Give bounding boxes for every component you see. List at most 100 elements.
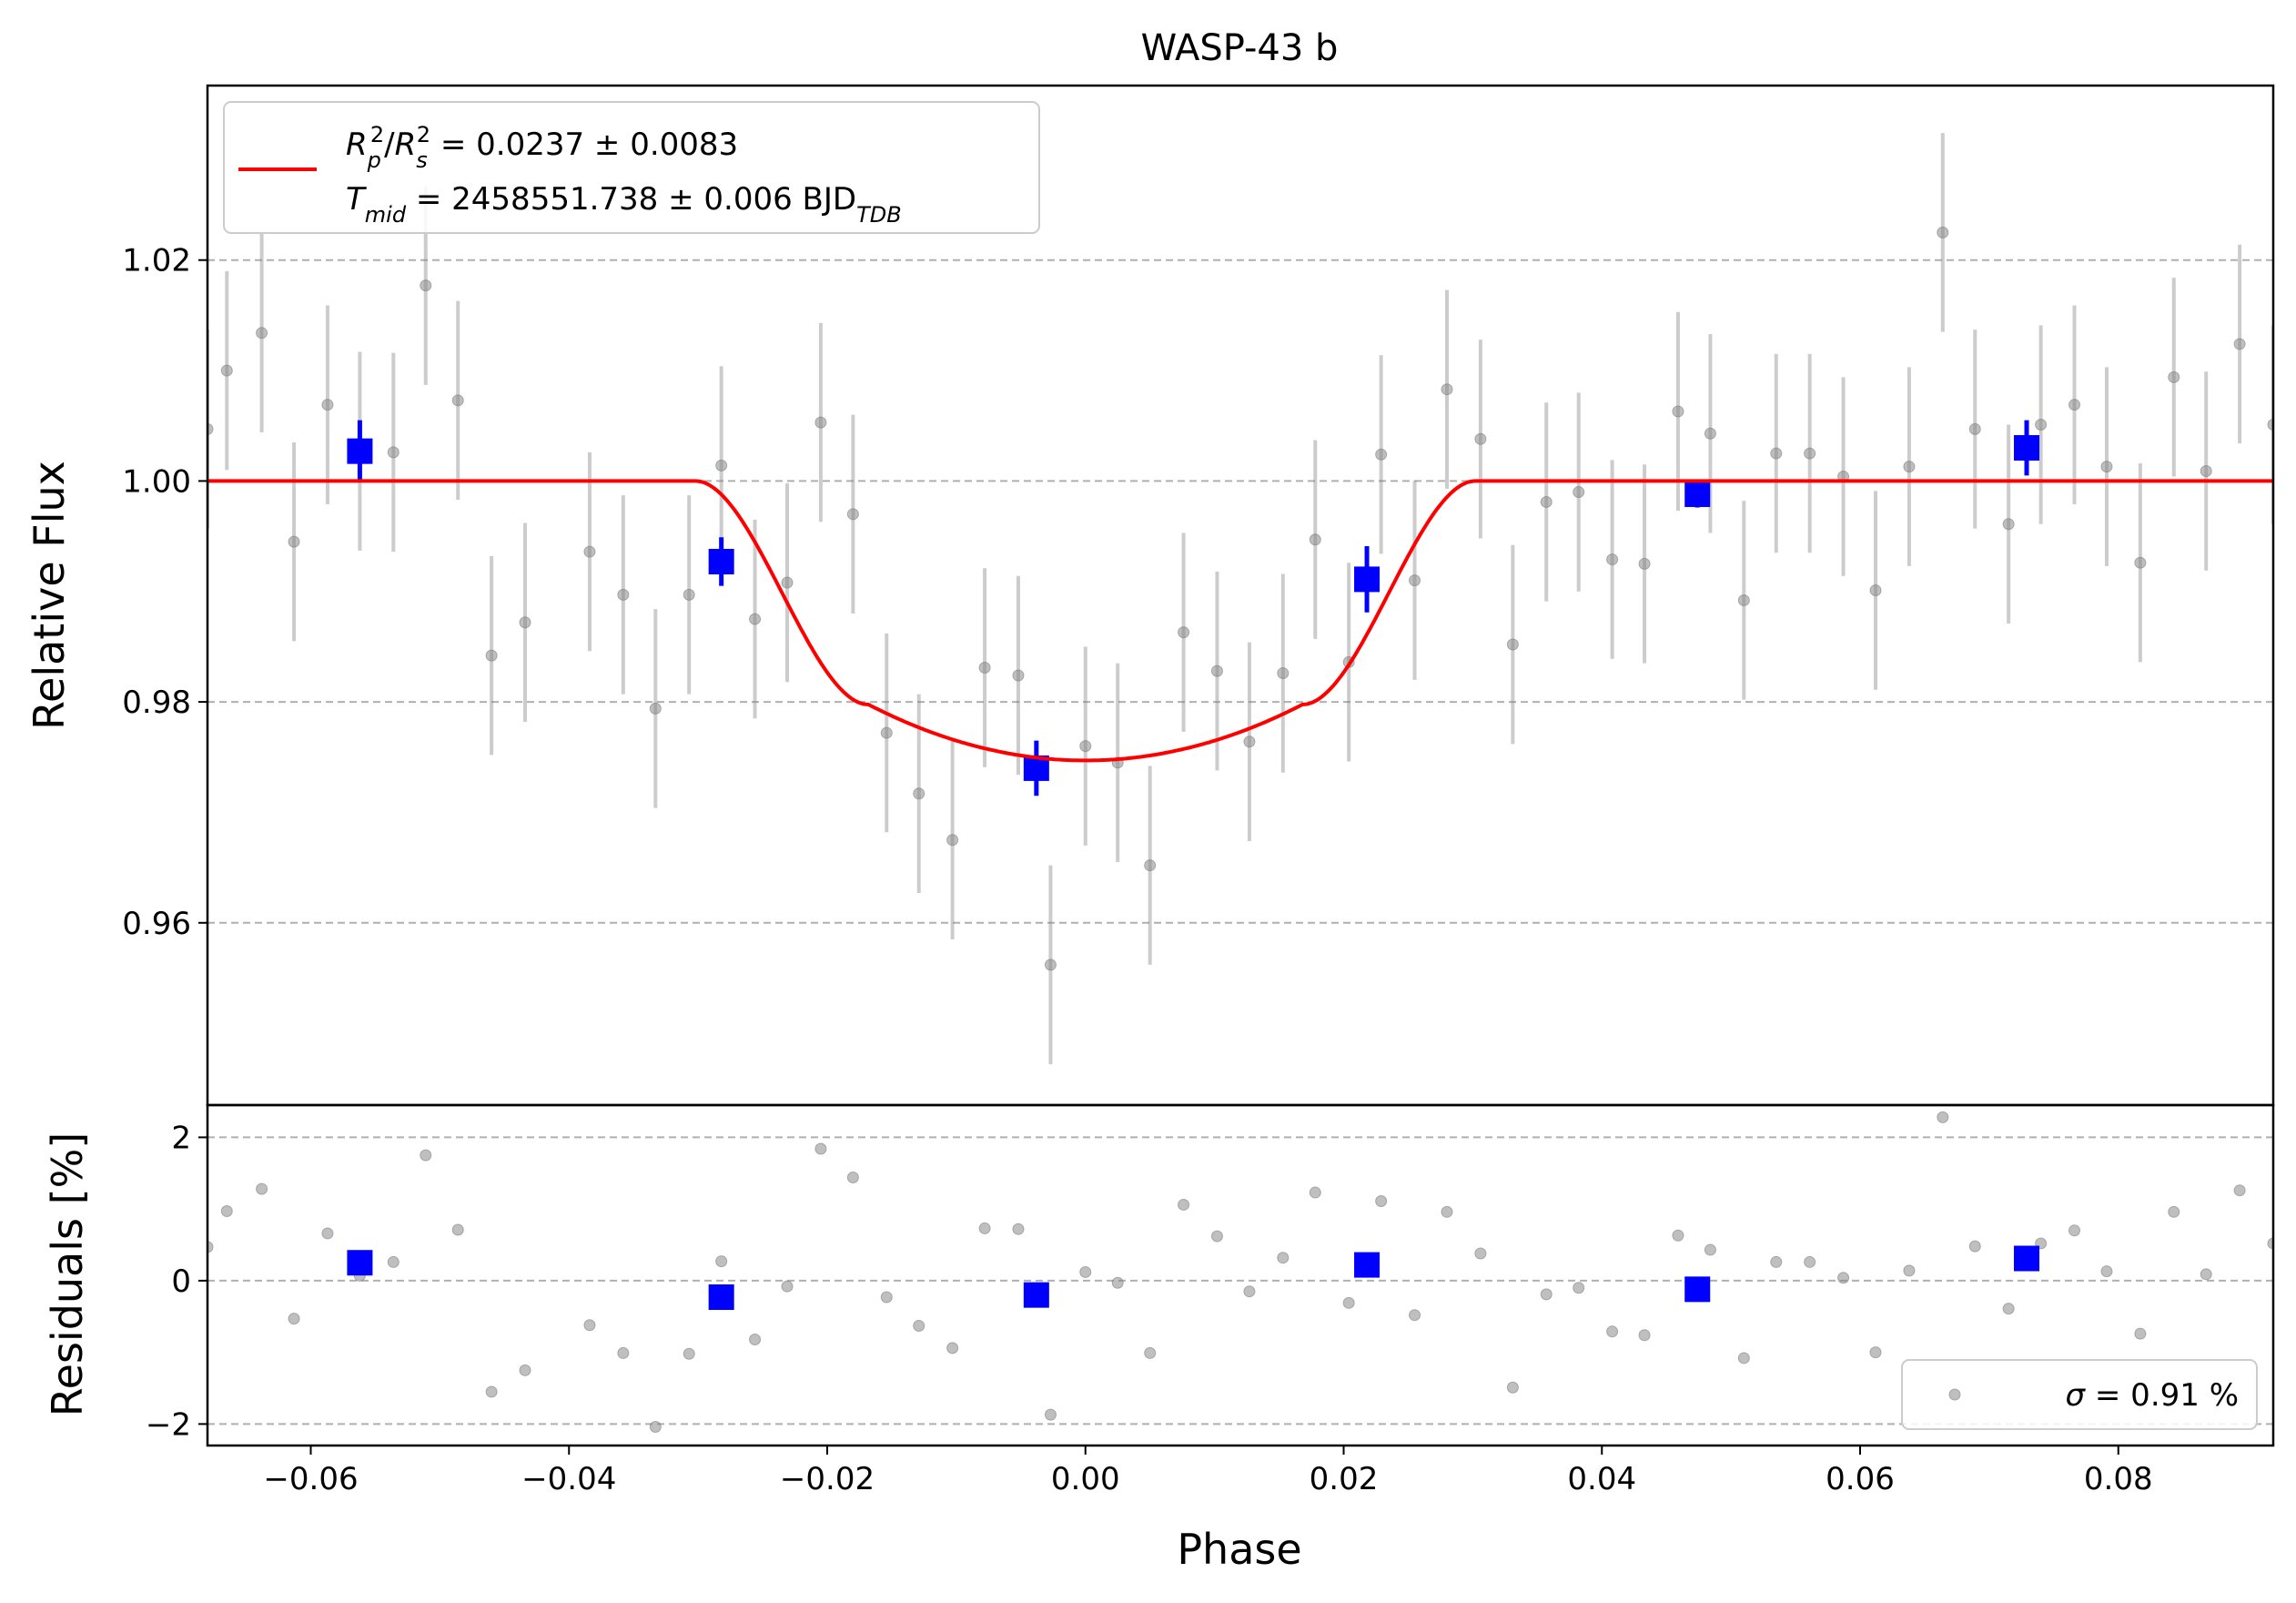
binned-residual-point	[1354, 1252, 1381, 1278]
data-point	[846, 508, 859, 521]
top-y-tick-label: 0.96	[122, 906, 191, 942]
data-point	[2068, 399, 2081, 411]
data-point	[1012, 669, 1025, 682]
residual-point	[2168, 1205, 2180, 1218]
residual-point	[1111, 1276, 1124, 1289]
residual-point	[1441, 1205, 1453, 1218]
residual-point	[1079, 1265, 1092, 1278]
residual-point	[913, 1320, 925, 1333]
bottom-legend-box	[1901, 1359, 2258, 1430]
residual-point	[814, 1142, 827, 1155]
residual-point	[207, 1241, 214, 1253]
data-point	[1277, 667, 1290, 680]
data-point	[207, 422, 214, 435]
residual-point	[1210, 1230, 1223, 1243]
residual-point	[649, 1421, 662, 1434]
data-point	[1079, 740, 1092, 753]
residual-point	[485, 1385, 498, 1398]
data-point	[1144, 859, 1157, 872]
residual-point	[220, 1205, 233, 1218]
residual-point	[1606, 1325, 1619, 1338]
residual-point	[2200, 1268, 2212, 1281]
top-y-axis-label: Relative Flux	[25, 461, 74, 730]
residual-point	[1540, 1288, 1553, 1301]
data-point	[387, 446, 400, 459]
data-point	[1044, 959, 1057, 971]
residual-point	[1375, 1195, 1388, 1208]
residual-point	[1704, 1243, 1716, 1256]
residual-point	[420, 1149, 432, 1162]
data-point	[1540, 495, 1553, 508]
top-error-bars	[207, 133, 2273, 1065]
x-tick-label: 0.04	[1567, 1461, 1636, 1497]
binned-point	[2014, 435, 2040, 462]
residual-point	[583, 1319, 596, 1332]
top-legend-box	[223, 101, 1040, 234]
residual-point	[749, 1333, 762, 1345]
data-point	[1869, 584, 1882, 597]
top-legend: Rp2/Rs2 = 0.0237 ± 0.0083 Tmid = 2458551…	[223, 101, 1040, 234]
residual-point	[1837, 1272, 1850, 1284]
x-tick-label: 0.06	[1826, 1461, 1895, 1497]
top-y-tick-label: 1.02	[122, 243, 191, 279]
data-point	[321, 399, 334, 411]
data-point	[288, 535, 300, 548]
data-point	[1704, 427, 1716, 440]
data-point	[1210, 665, 1223, 677]
x-tick-label: 0.00	[1051, 1461, 1120, 1497]
data-point	[1903, 461, 1916, 473]
data-point	[1770, 447, 1783, 460]
legend-tmid-entry: Tmid = 2458551.738 ± 0.006 BJDTDB	[346, 181, 902, 228]
residual-point	[2002, 1303, 2015, 1315]
residual-point	[387, 1255, 400, 1268]
top-y-tick-label: 1.00	[122, 463, 191, 500]
bottom-legend: σ = 0.91 %	[1901, 1359, 2258, 1430]
data-point	[519, 616, 531, 629]
x-tick-label: −0.06	[263, 1461, 358, 1497]
residual-point	[781, 1280, 794, 1293]
data-point	[2200, 464, 2212, 477]
data-point	[2267, 419, 2273, 431]
top-gridlines	[207, 259, 2273, 924]
bottom-y-tick-label: 0	[171, 1263, 191, 1300]
residual-point	[683, 1347, 695, 1360]
data-point	[1309, 533, 1321, 546]
bottom-y-axis-label: Residuals [%]	[43, 1132, 92, 1416]
data-point	[1409, 574, 1421, 587]
binned-residual-point	[1023, 1282, 1049, 1308]
data-point	[2134, 556, 2147, 569]
data-point	[420, 279, 432, 292]
data-point	[220, 364, 233, 377]
bottom-binned-residuals	[347, 1245, 2040, 1311]
residual-point	[288, 1313, 300, 1325]
binned-residual-point	[1684, 1276, 1711, 1303]
chart-title: WASP-43 b	[1141, 27, 1339, 69]
residual-point	[1409, 1309, 1421, 1322]
data-point	[583, 545, 596, 558]
residual-point	[1937, 1111, 1949, 1123]
residual-point	[1804, 1255, 1816, 1268]
residual-point	[451, 1223, 464, 1236]
bottom-residual-points	[207, 1111, 2273, 1434]
x-axis-label: Phase	[1177, 1525, 1301, 1574]
residual-point	[1737, 1352, 1750, 1365]
data-point	[1672, 405, 1684, 418]
residual-point	[1903, 1264, 1916, 1277]
residual-point	[1474, 1247, 1487, 1260]
data-point	[2233, 338, 2246, 350]
residual-point	[2233, 1184, 2246, 1197]
legend-sigma-entry: σ = 0.91 %	[2066, 1377, 2239, 1414]
x-tick-label: −0.04	[521, 1461, 616, 1497]
legend-residual-swatch	[1948, 1388, 1961, 1401]
residual-point	[2134, 1327, 2147, 1340]
residual-point	[1178, 1198, 1190, 1211]
residual-point	[2100, 1265, 2113, 1278]
data-point	[1474, 432, 1487, 445]
residual-point	[617, 1346, 630, 1359]
data-point	[880, 726, 893, 739]
data-point	[781, 576, 794, 589]
residual-point	[1968, 1240, 1981, 1253]
residual-point	[519, 1364, 531, 1376]
data-point	[451, 394, 464, 407]
data-point	[913, 787, 925, 800]
